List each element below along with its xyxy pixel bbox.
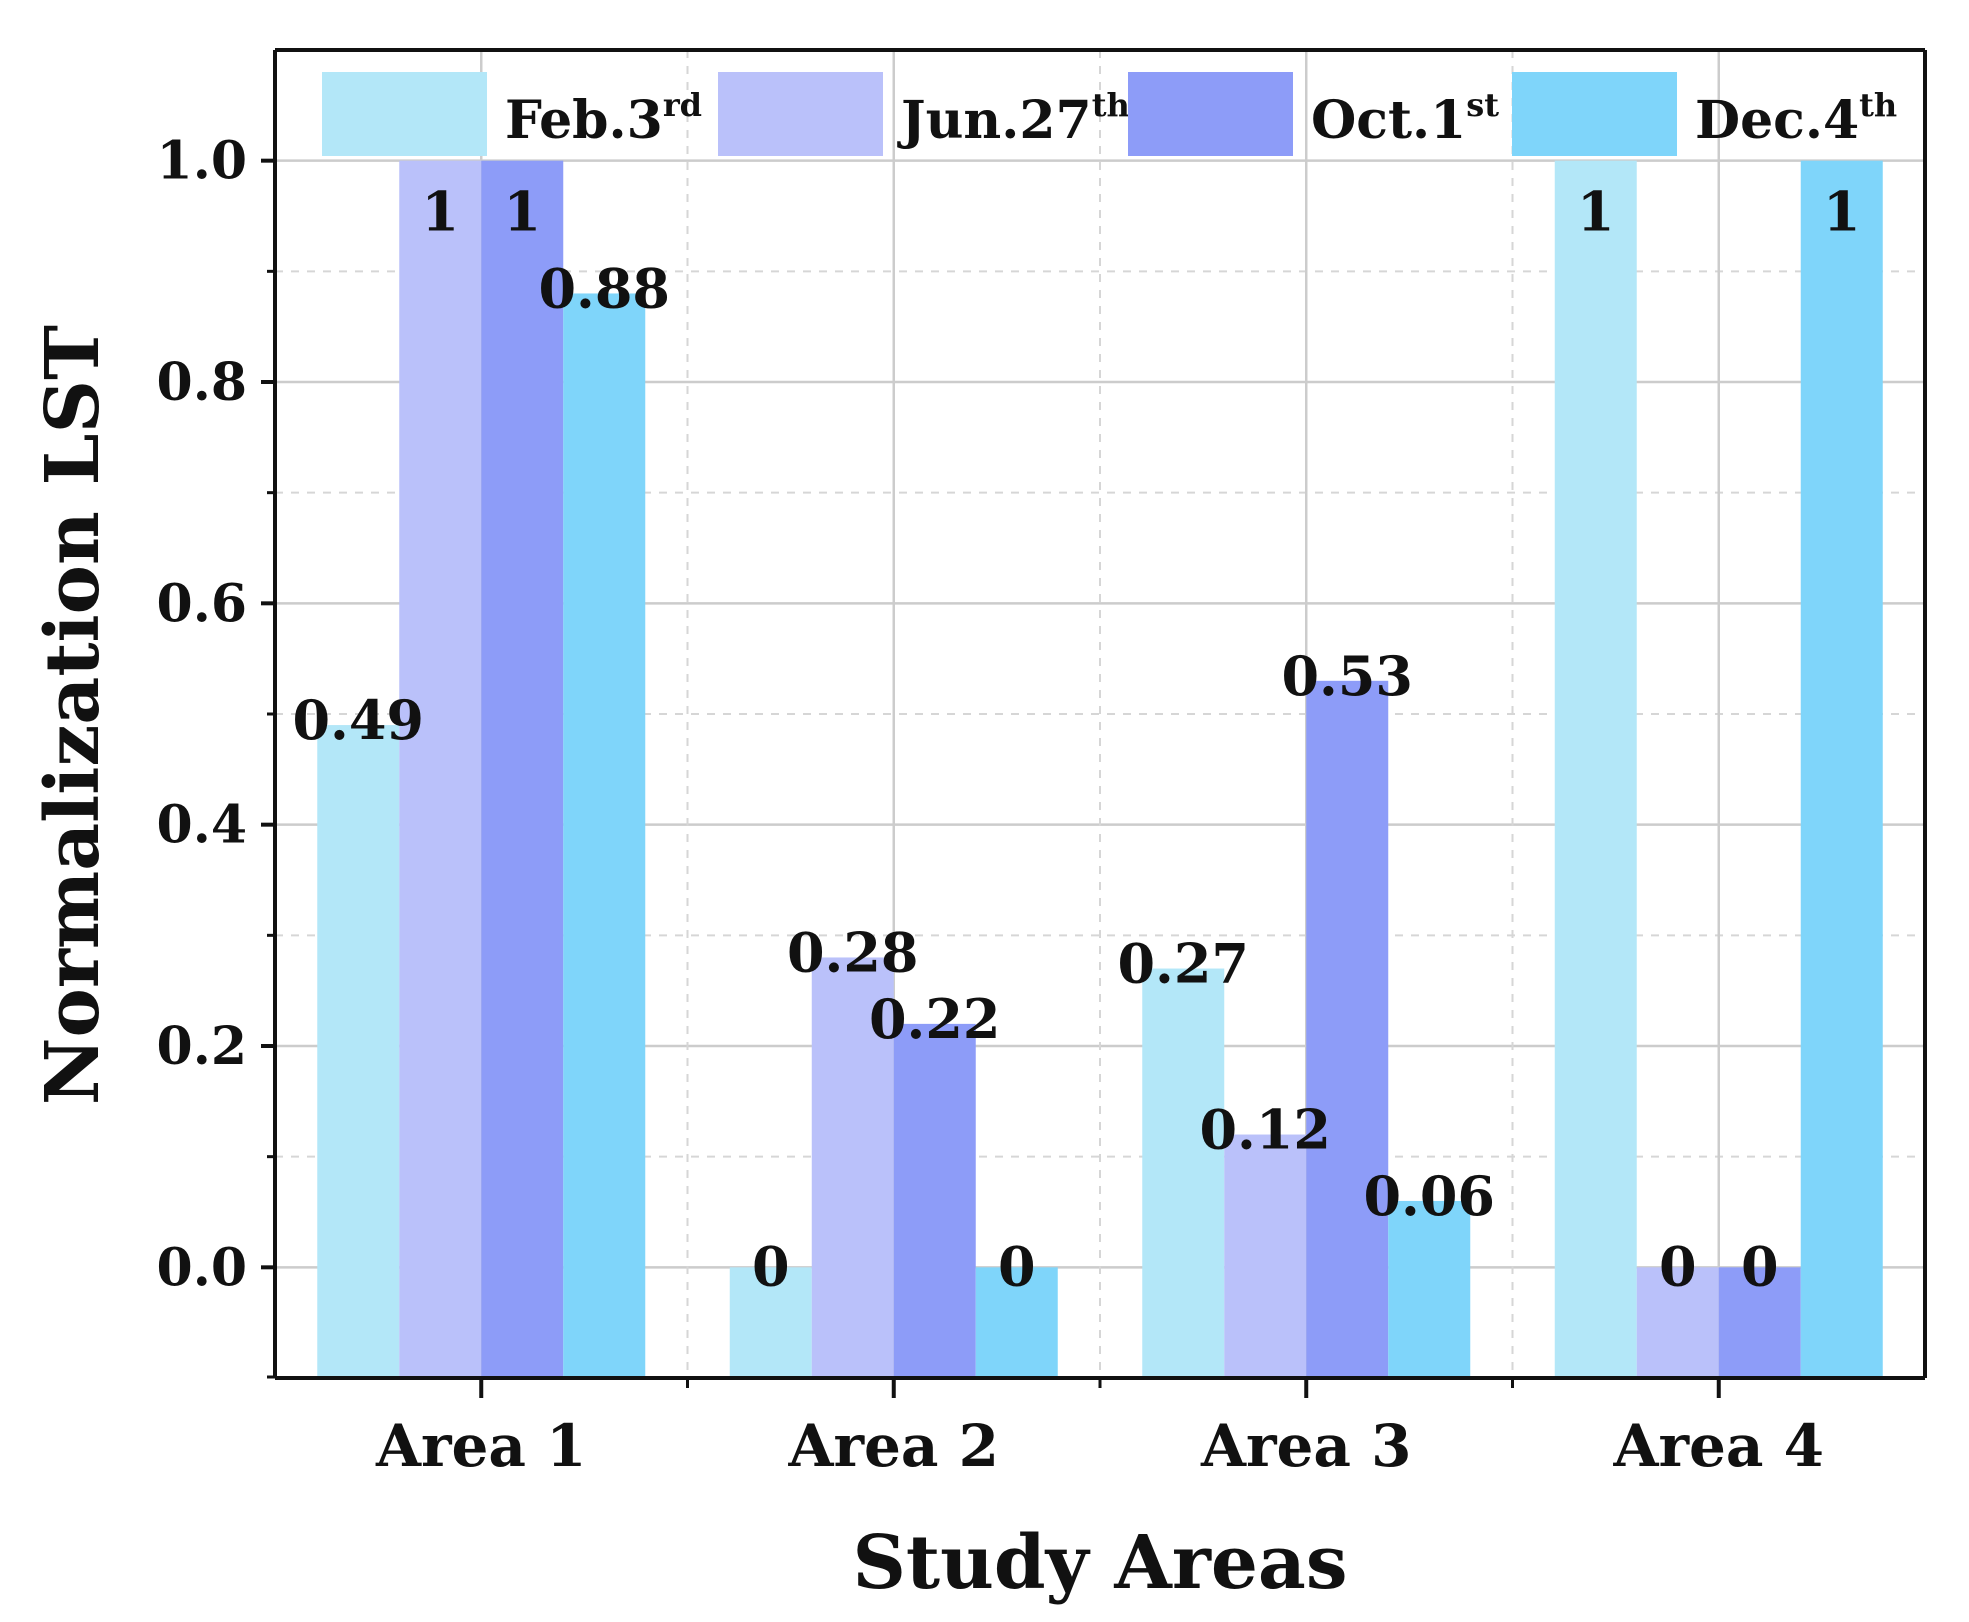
data-label: 1 <box>421 180 459 244</box>
x-tick-label: Area 1 <box>375 1412 587 1480</box>
data-label: 0.12 <box>1199 1098 1331 1162</box>
data-label: 0.06 <box>1363 1164 1495 1228</box>
x-axis-title: Study Areas <box>852 1520 1347 1606</box>
y-tick-label: 0.8 <box>157 352 247 413</box>
data-label: 0.49 <box>292 688 424 752</box>
bar-oct1st-area1 <box>481 160 564 1379</box>
bar-dec4th-area1 <box>563 293 646 1378</box>
bar-oct1st-area3 <box>1306 680 1389 1378</box>
legend-swatch <box>718 72 883 156</box>
bar-feb3rd-area4 <box>1554 160 1637 1379</box>
data-label: 0 <box>1659 1234 1697 1298</box>
legend-label: Oct.1st <box>1311 86 1499 151</box>
legend-swatch <box>1512 72 1677 156</box>
bar-dec4th-area2 <box>975 1267 1058 1378</box>
y-tick-label: 0.2 <box>157 1016 247 1077</box>
data-label: 0.53 <box>1281 644 1413 708</box>
bar-feb3rd-area2 <box>729 1267 812 1378</box>
data-label: 0 <box>1741 1234 1779 1298</box>
legend-swatch <box>322 72 487 156</box>
legend-label: Feb.3rd <box>505 86 702 151</box>
data-label: 0.27 <box>1117 932 1249 996</box>
x-tick-label: Area 3 <box>1200 1412 1412 1480</box>
y-tick-label: 0.4 <box>157 795 247 856</box>
bar-feb3rd-area1 <box>317 725 400 1378</box>
y-axis-title: Normalization LST <box>30 325 116 1105</box>
y-tick-label: 0.0 <box>157 1237 247 1298</box>
bar-jun27th-area1 <box>399 160 482 1379</box>
data-label: 1 <box>1823 180 1861 244</box>
bar-dec4th-area4 <box>1800 160 1883 1379</box>
legend-label: Dec.4th <box>1695 86 1897 151</box>
y-tick-label: 1.0 <box>157 131 247 192</box>
data-label: 0.22 <box>869 987 1001 1051</box>
x-tick-label: Area 4 <box>1612 1412 1824 1480</box>
legend-swatch <box>1128 72 1293 156</box>
bar-jun27th-area2 <box>811 957 894 1378</box>
data-label: 0.28 <box>787 920 919 984</box>
bar-jun27th-area3 <box>1224 1134 1307 1378</box>
x-tick-label: Area 2 <box>787 1412 999 1480</box>
bar-jun27th-area4 <box>1636 1267 1719 1378</box>
bar-feb3rd-area3 <box>1142 968 1225 1378</box>
data-label: 0.88 <box>538 256 670 320</box>
data-label: 1 <box>1577 180 1615 244</box>
y-tick-label: 0.6 <box>157 573 247 634</box>
data-label: 1 <box>503 180 541 244</box>
bars <box>317 160 1883 1379</box>
legend: Feb.3rd Jun.27th Oct.1st Dec.4th <box>322 72 1897 156</box>
axes: 0.0 0.2 0.4 0.6 0.8 1.0 Area 1 Area 2 Area 3 Area… <box>157 48 1927 1480</box>
bar-oct1st-area2 <box>893 1023 976 1378</box>
bar-oct1st-area4 <box>1718 1267 1801 1378</box>
data-label: 0 <box>998 1234 1036 1298</box>
bar-dec4th-area3 <box>1388 1200 1471 1378</box>
data-label: 0 <box>752 1234 790 1298</box>
legend-label: Jun.27th <box>897 86 1130 151</box>
